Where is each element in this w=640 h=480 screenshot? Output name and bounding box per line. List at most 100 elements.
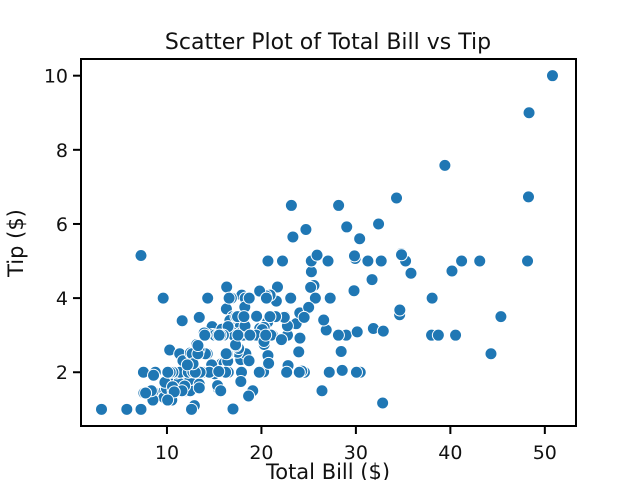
data-point xyxy=(347,249,361,263)
data-point xyxy=(365,273,379,287)
data-point xyxy=(349,365,363,379)
data-point xyxy=(220,280,234,294)
data-point xyxy=(226,402,240,416)
data-point xyxy=(332,198,346,212)
data-point xyxy=(274,333,288,347)
data-point xyxy=(473,254,487,268)
data-point xyxy=(219,347,233,361)
data-point xyxy=(299,223,313,237)
data-point xyxy=(404,266,418,280)
data-point xyxy=(147,368,161,382)
data-point xyxy=(361,254,375,268)
data-point xyxy=(334,344,348,358)
data-point xyxy=(347,284,361,298)
data-point xyxy=(340,220,354,234)
data-point xyxy=(212,328,226,342)
data-point xyxy=(286,230,300,244)
data-point xyxy=(372,217,386,231)
data-point xyxy=(376,324,390,338)
data-point xyxy=(292,345,306,359)
data-point xyxy=(494,310,508,324)
y-tick-label: 8 xyxy=(56,140,68,162)
data-point xyxy=(438,158,452,172)
x-axis-label: Total Bill ($) xyxy=(265,460,390,480)
data-point xyxy=(222,291,236,305)
data-point xyxy=(201,291,215,305)
data-point xyxy=(393,303,407,317)
data-point xyxy=(293,331,307,345)
x-tick-label: 20 xyxy=(249,442,273,464)
data-point xyxy=(198,328,212,342)
x-tick-label: 50 xyxy=(533,442,557,464)
data-point xyxy=(315,384,329,398)
data-point xyxy=(262,356,276,370)
data-point xyxy=(445,264,459,278)
data-point xyxy=(192,310,206,324)
x-axis-ticks: 10 20 30 40 50 xyxy=(155,426,557,464)
data-point xyxy=(231,328,245,342)
data-point xyxy=(521,254,535,268)
data-point xyxy=(376,396,390,410)
data-point xyxy=(237,310,251,324)
y-tick-label: 10 xyxy=(44,66,68,88)
y-axis-ticks: 2 4 6 8 10 xyxy=(44,66,81,384)
data-point xyxy=(234,375,248,389)
data-point xyxy=(455,254,469,268)
data-point xyxy=(180,358,194,372)
data-point xyxy=(120,402,134,416)
data-point xyxy=(310,248,324,262)
data-point xyxy=(395,248,409,262)
data-point xyxy=(321,254,335,268)
x-tick-label: 10 xyxy=(155,442,179,464)
data-point xyxy=(353,232,367,246)
data-point xyxy=(431,328,445,342)
y-tick-label: 6 xyxy=(56,214,68,236)
data-point xyxy=(139,386,153,400)
data-point xyxy=(250,309,264,323)
chart-title: Scatter Plot of Total Bill vs Tip xyxy=(165,30,491,55)
data-point xyxy=(297,310,311,324)
data-point xyxy=(284,291,298,305)
data-point xyxy=(521,190,535,204)
data-point xyxy=(252,365,266,379)
data-point xyxy=(276,254,289,268)
data-point xyxy=(191,339,205,353)
data-point xyxy=(156,291,170,305)
data-point xyxy=(259,328,273,342)
data-point xyxy=(134,248,148,262)
data-point xyxy=(192,381,206,395)
data-point xyxy=(390,191,404,205)
data-point xyxy=(214,384,228,398)
data-point xyxy=(242,354,256,368)
data-point xyxy=(95,402,108,416)
data-point xyxy=(185,402,199,416)
data-point xyxy=(242,389,256,403)
data-point xyxy=(134,402,148,416)
data-point xyxy=(243,328,257,342)
data-point xyxy=(263,310,277,324)
data-point xyxy=(304,280,318,294)
data-point xyxy=(270,280,284,294)
data-point xyxy=(292,365,306,379)
data-point xyxy=(212,365,226,379)
data-point xyxy=(280,365,294,379)
y-tick-label: 2 xyxy=(56,362,68,384)
y-axis-label: Tip ($) xyxy=(4,209,28,278)
y-tick-label: 4 xyxy=(56,288,68,310)
data-points xyxy=(95,69,559,416)
data-point xyxy=(259,291,273,305)
data-point xyxy=(175,314,189,328)
data-point xyxy=(545,69,559,83)
data-point xyxy=(335,363,349,377)
data-point xyxy=(374,254,388,268)
data-point xyxy=(449,328,463,342)
data-point xyxy=(522,106,536,120)
data-point xyxy=(331,328,345,342)
x-tick-label: 30 xyxy=(344,442,368,464)
data-point xyxy=(350,325,364,339)
data-point xyxy=(317,313,331,327)
data-point xyxy=(323,291,337,305)
data-point xyxy=(484,347,498,361)
data-point xyxy=(242,291,256,305)
